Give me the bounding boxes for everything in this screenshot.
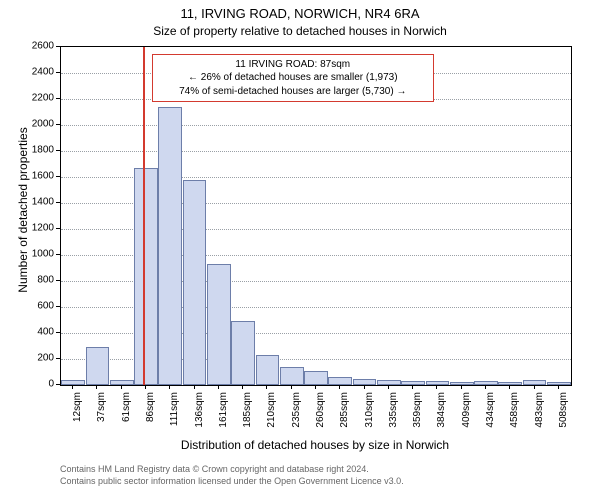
y-tick-label: 1600 bbox=[22, 171, 54, 182]
histogram-bar bbox=[256, 355, 280, 385]
histogram-bar bbox=[450, 382, 474, 385]
gridline bbox=[61, 125, 571, 126]
x-tick-mark bbox=[485, 385, 486, 389]
x-tick-mark bbox=[145, 385, 146, 389]
histogram-bar bbox=[280, 367, 304, 385]
histogram-bar bbox=[328, 377, 352, 385]
x-tick-mark bbox=[194, 385, 195, 389]
y-tick-label: 200 bbox=[22, 353, 54, 364]
histogram-bar bbox=[304, 371, 328, 385]
y-tick-label: 2600 bbox=[22, 41, 54, 52]
y-tick-mark bbox=[56, 280, 60, 281]
x-tick-label: 111sqm bbox=[169, 392, 180, 442]
histogram-bar bbox=[183, 180, 207, 385]
y-tick-label: 0 bbox=[22, 379, 54, 390]
y-tick-label: 2200 bbox=[22, 93, 54, 104]
x-tick-mark bbox=[558, 385, 559, 389]
plot-area: 11 IRVING ROAD: 87sqm← 26% of detached h… bbox=[60, 46, 572, 386]
x-tick-label: 458sqm bbox=[509, 392, 520, 442]
x-tick-label: 12sqm bbox=[72, 392, 83, 442]
chart-subtitle: Size of property relative to detached ho… bbox=[0, 24, 600, 38]
annotation-line: 74% of semi-detached houses are larger (… bbox=[159, 85, 427, 99]
y-tick-label: 600 bbox=[22, 301, 54, 312]
footer-credits: Contains HM Land Registry data © Crown c… bbox=[60, 464, 404, 487]
annotation-line: ← 26% of detached houses are smaller (1,… bbox=[159, 71, 427, 85]
x-tick-mark bbox=[534, 385, 535, 389]
histogram-bar bbox=[231, 321, 255, 385]
y-tick-mark bbox=[56, 254, 60, 255]
y-tick-mark bbox=[56, 306, 60, 307]
gridline bbox=[61, 151, 571, 152]
x-tick-label: 136sqm bbox=[194, 392, 205, 442]
y-tick-label: 2000 bbox=[22, 119, 54, 130]
y-tick-mark bbox=[56, 124, 60, 125]
x-tick-mark bbox=[461, 385, 462, 389]
footer-line-1: Contains HM Land Registry data © Crown c… bbox=[60, 464, 404, 476]
x-tick-label: 335sqm bbox=[388, 392, 399, 442]
x-tick-mark bbox=[218, 385, 219, 389]
x-tick-label: 285sqm bbox=[339, 392, 350, 442]
x-tick-label: 210sqm bbox=[266, 392, 277, 442]
y-tick-mark bbox=[56, 202, 60, 203]
subject-marker-line bbox=[143, 47, 145, 385]
x-tick-label: 86sqm bbox=[145, 392, 156, 442]
x-tick-label: 434sqm bbox=[485, 392, 496, 442]
x-tick-label: 409sqm bbox=[461, 392, 472, 442]
x-tick-mark bbox=[509, 385, 510, 389]
x-tick-mark bbox=[266, 385, 267, 389]
x-tick-label: 161sqm bbox=[218, 392, 229, 442]
x-tick-mark bbox=[72, 385, 73, 389]
y-tick-label: 1000 bbox=[22, 249, 54, 260]
x-tick-mark bbox=[412, 385, 413, 389]
x-tick-label: 359sqm bbox=[412, 392, 423, 442]
x-tick-label: 185sqm bbox=[242, 392, 253, 442]
histogram-bar bbox=[134, 168, 158, 385]
y-tick-mark bbox=[56, 176, 60, 177]
histogram-bar bbox=[86, 347, 110, 385]
x-tick-label: 61sqm bbox=[121, 392, 132, 442]
histogram-bar bbox=[158, 107, 182, 385]
histogram-bar bbox=[377, 380, 401, 385]
y-tick-label: 1200 bbox=[22, 223, 54, 234]
y-tick-mark bbox=[56, 228, 60, 229]
y-tick-mark bbox=[56, 46, 60, 47]
y-tick-mark bbox=[56, 150, 60, 151]
x-tick-mark bbox=[339, 385, 340, 389]
annotation-line: 11 IRVING ROAD: 87sqm bbox=[159, 58, 427, 72]
x-tick-label: 483sqm bbox=[534, 392, 545, 442]
x-tick-mark bbox=[96, 385, 97, 389]
y-tick-mark bbox=[56, 98, 60, 99]
y-tick-mark bbox=[56, 332, 60, 333]
x-tick-label: 508sqm bbox=[558, 392, 569, 442]
x-tick-mark bbox=[169, 385, 170, 389]
x-tick-mark bbox=[436, 385, 437, 389]
x-tick-label: 37sqm bbox=[96, 392, 107, 442]
y-tick-label: 400 bbox=[22, 327, 54, 338]
footer-line-2: Contains public sector information licen… bbox=[60, 476, 404, 488]
y-tick-mark bbox=[56, 384, 60, 385]
x-tick-mark bbox=[121, 385, 122, 389]
x-tick-label: 260sqm bbox=[315, 392, 326, 442]
y-tick-label: 800 bbox=[22, 275, 54, 286]
figure: 11, IRVING ROAD, NORWICH, NR4 6RA Size o… bbox=[0, 0, 600, 500]
x-tick-mark bbox=[242, 385, 243, 389]
x-tick-label: 384sqm bbox=[436, 392, 447, 442]
y-tick-mark bbox=[56, 72, 60, 73]
x-tick-mark bbox=[291, 385, 292, 389]
annotation-box: 11 IRVING ROAD: 87sqm← 26% of detached h… bbox=[152, 54, 434, 103]
y-tick-mark bbox=[56, 358, 60, 359]
x-tick-label: 235sqm bbox=[291, 392, 302, 442]
y-tick-label: 2400 bbox=[22, 67, 54, 78]
x-tick-label: 310sqm bbox=[364, 392, 375, 442]
histogram-bar bbox=[110, 380, 134, 385]
chart-title: 11, IRVING ROAD, NORWICH, NR4 6RA bbox=[0, 6, 600, 21]
y-tick-label: 1400 bbox=[22, 197, 54, 208]
histogram-bar bbox=[207, 264, 231, 385]
x-tick-mark bbox=[388, 385, 389, 389]
x-tick-mark bbox=[315, 385, 316, 389]
y-tick-label: 1800 bbox=[22, 145, 54, 156]
histogram-bar bbox=[547, 382, 571, 385]
x-tick-mark bbox=[364, 385, 365, 389]
